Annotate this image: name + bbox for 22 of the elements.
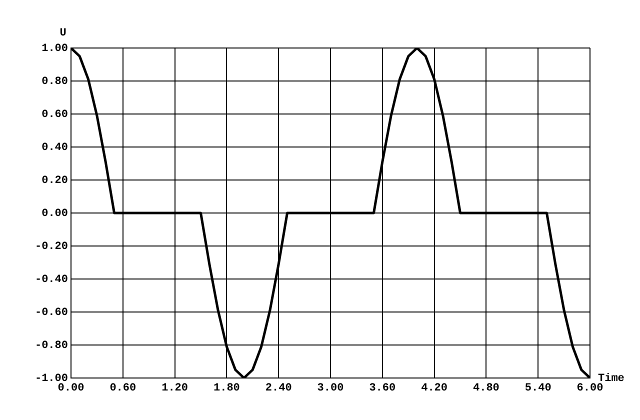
y-tick-label: 0.80 bbox=[42, 76, 68, 88]
y-tick-label: -0.40 bbox=[34, 274, 68, 286]
y-tick-label: 1.00 bbox=[42, 42, 68, 55]
x-tick-label: 0.00 bbox=[58, 382, 84, 394]
y-tick-label: 0.40 bbox=[42, 142, 68, 154]
x-tick-label: 4.80 bbox=[472, 382, 500, 394]
x-tick-label: 1.20 bbox=[162, 382, 188, 394]
y-tick-label: 0.60 bbox=[42, 108, 68, 121]
y-tick-label: 0.20 bbox=[42, 174, 68, 187]
x-tick-label: 0.60 bbox=[110, 382, 136, 394]
y-axis-title: U bbox=[60, 27, 66, 40]
x-tick-label: 1.80 bbox=[213, 382, 240, 394]
x-tick-label: 4.20 bbox=[421, 382, 448, 394]
y-tick-label: -0.80 bbox=[34, 340, 68, 352]
x-tick-label: 6.00 bbox=[576, 382, 604, 394]
y-tick-label: 0.00 bbox=[42, 208, 68, 220]
x-tick-label: 3.60 bbox=[369, 382, 396, 394]
y-tick-label: -0.20 bbox=[34, 240, 68, 253]
x-tick-label: 3.00 bbox=[317, 382, 344, 394]
y-tick-label: -0.60 bbox=[34, 306, 68, 319]
x-tick-label: 5.40 bbox=[524, 382, 552, 394]
x-tick-label: 2.40 bbox=[265, 382, 292, 394]
